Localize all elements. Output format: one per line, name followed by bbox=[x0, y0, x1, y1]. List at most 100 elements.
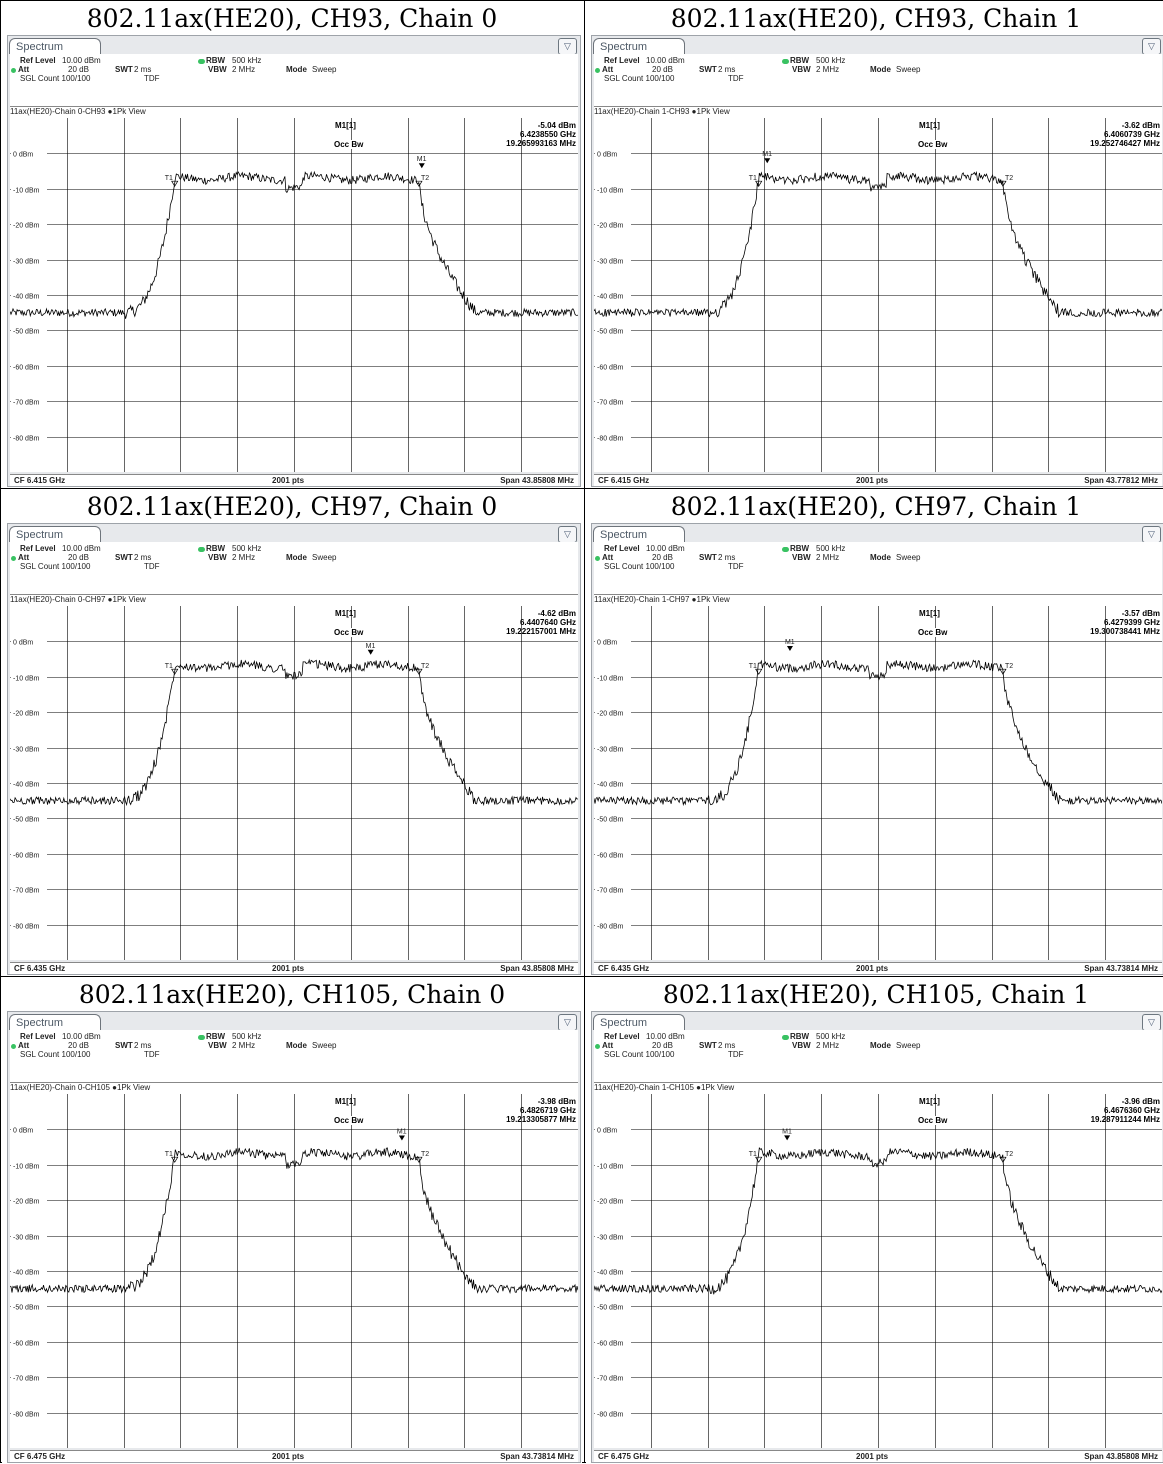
y-tick-label: 0 dBm bbox=[597, 152, 617, 159]
mode-value: Sweep bbox=[896, 553, 921, 562]
tick-label-bg bbox=[595, 743, 631, 754]
tick-label-bg bbox=[11, 255, 47, 266]
display-menu-icon[interactable]: ▽ bbox=[1142, 526, 1161, 543]
rbw-status-dot bbox=[782, 57, 792, 66]
mode-label: Mode bbox=[870, 553, 891, 562]
y-tick-label: -20 dBm bbox=[13, 711, 40, 718]
swt-value: 2 ms bbox=[134, 65, 152, 74]
marker-label: M1[1] bbox=[919, 1097, 940, 1106]
ref-level-value: 10.00 dBm bbox=[646, 544, 685, 553]
ref-level-label: Ref Level bbox=[20, 544, 56, 553]
left-border bbox=[0, 0, 1, 1463]
y-tick-label: -40 dBm bbox=[13, 782, 40, 789]
occupied-bandwidth-value: 19.213305877 MHz bbox=[506, 1115, 576, 1124]
settings-header: Ref Level 10.00 dBm RBW 500 kHz Att 20 dB SWT 2… bbox=[10, 542, 578, 594]
occupied-bandwidth-label: Occ Bw bbox=[918, 628, 948, 637]
spectrum-trace bbox=[594, 659, 1162, 807]
occupied-bandwidth-value: 19.287911244 MHz bbox=[1090, 1115, 1160, 1124]
spectrum-trace bbox=[10, 170, 578, 319]
status-footer: CF 6.435 GHz 2001 pts Span 43.85808 MHz bbox=[10, 962, 578, 974]
spectrum-trace bbox=[10, 658, 578, 807]
display-menu-icon[interactable]: ▽ bbox=[558, 526, 577, 543]
display-menu-icon[interactable]: ▽ bbox=[1142, 1014, 1161, 1031]
marker-m1-label: M1 bbox=[785, 639, 795, 646]
span-value: Span 43.85808 MHz bbox=[1084, 1452, 1158, 1461]
ref-level-value: 10.00 dBm bbox=[646, 56, 685, 65]
trace-dot-icon: ● bbox=[689, 595, 697, 604]
status-footer: CF 6.415 GHz 2001 pts Span 43.85808 MHz bbox=[10, 474, 578, 486]
row-divider bbox=[0, 0, 1163, 1]
y-tick-label: -40 dBm bbox=[13, 294, 40, 301]
y-tick-label: -20 dBm bbox=[597, 711, 624, 718]
rbw-status-dot bbox=[198, 545, 208, 554]
occupied-bandwidth-label: Occ Bw bbox=[334, 628, 364, 637]
marker-t2-label: T2 bbox=[421, 1151, 429, 1158]
analyzer-screen: Spectrum ▽ Ref Level 10.00 dBm RBW 500 kHz Att… bbox=[591, 35, 1163, 487]
spectrum-trace-chart: 0 dBm -10 dBm -20 dBm -30 dBm -40 dBm -50 dBm… bbox=[594, 606, 1162, 960]
y-tick-label: -50 dBm bbox=[597, 817, 624, 824]
spectrum-trace bbox=[594, 170, 1162, 319]
sgl-count: SGL Count 100/100 bbox=[20, 562, 91, 571]
sgl-count: SGL Count 100/100 bbox=[20, 1050, 91, 1059]
y-tick-label: -70 dBm bbox=[597, 888, 624, 895]
marker-t1-label: T1 bbox=[749, 175, 757, 182]
display-menu-icon[interactable]: ▽ bbox=[558, 1014, 577, 1031]
y-tick-label: -10 dBm bbox=[13, 188, 40, 195]
mode-value: Sweep bbox=[896, 1041, 921, 1050]
vbw-value: 2 MHz bbox=[816, 65, 840, 74]
tick-label-bg bbox=[11, 184, 47, 195]
spectrum-panel: 802.11ax(HE20), CH97, Chain 1 Spectrum ▽ Re… bbox=[586, 489, 1163, 976]
tick-label-bg bbox=[11, 432, 47, 443]
mode-label: Mode bbox=[286, 65, 307, 74]
occupied-bandwidth-label: Occ Bw bbox=[918, 140, 948, 149]
y-tick-label: 0 dBm bbox=[13, 640, 33, 647]
spectrum-tab[interactable]: Spectrum bbox=[9, 1014, 101, 1030]
analyzer-screen: Spectrum ▽ Ref Level 10.00 dBm RBW 500 kHz Att… bbox=[7, 523, 581, 975]
marker-t1-label: T1 bbox=[749, 663, 757, 670]
spectrum-tab[interactable]: Spectrum bbox=[9, 38, 101, 54]
swt-label: SWT bbox=[699, 1041, 717, 1050]
display-menu-icon[interactable]: ▽ bbox=[1142, 38, 1161, 55]
tick-label-bg bbox=[11, 1408, 47, 1419]
y-tick-label: -40 dBm bbox=[597, 782, 624, 789]
spectrum-tab[interactable]: Spectrum bbox=[9, 526, 101, 542]
tick-label-bg bbox=[595, 325, 631, 336]
row-divider bbox=[0, 488, 1163, 489]
y-tick-label: -80 dBm bbox=[597, 1412, 624, 1419]
center-frequency: CF 6.435 GHz bbox=[14, 964, 66, 973]
rbw-label: RBW bbox=[206, 56, 226, 65]
trace-dot-icon: ● bbox=[105, 595, 113, 604]
tick-label-bg bbox=[595, 813, 631, 824]
vbw-value: 2 MHz bbox=[816, 1041, 840, 1050]
sgl-count: SGL Count 100/100 bbox=[604, 562, 675, 571]
trace-name: 11ax(HE20)-Chain 1-CH97 bbox=[594, 595, 690, 604]
tick-label-bg bbox=[11, 920, 47, 931]
rbw-value: 500 kHz bbox=[232, 1032, 262, 1041]
y-tick-label: -70 dBm bbox=[597, 400, 624, 407]
occupied-bandwidth-label: Occ Bw bbox=[334, 140, 364, 149]
tick-label-bg bbox=[595, 361, 631, 372]
ref-level-value: 10.00 dBm bbox=[62, 1032, 101, 1041]
tick-label-bg bbox=[11, 813, 47, 824]
spectrum-tab[interactable]: Spectrum bbox=[593, 1014, 685, 1030]
tdf-label: TDF bbox=[728, 562, 744, 571]
spectrum-tab[interactable]: Spectrum bbox=[593, 526, 685, 542]
tick-label-bg bbox=[11, 1124, 47, 1135]
sweep-points: 2001 pts bbox=[272, 1452, 305, 1461]
display-menu-icon[interactable]: ▽ bbox=[558, 38, 577, 55]
marker-t2-icon bbox=[999, 180, 1007, 187]
tick-label-bg bbox=[595, 148, 631, 159]
center-frequency: CF 6.475 GHz bbox=[14, 1452, 66, 1461]
settings-header: Ref Level 10.00 dBm RBW 500 kHz Att 20 dB SWT 2… bbox=[594, 1030, 1162, 1082]
spectrum-panel: 802.11ax(HE20), CH97, Chain 0 Spectrum ▽ Re… bbox=[2, 489, 582, 976]
spectrum-tab[interactable]: Spectrum bbox=[593, 38, 685, 54]
mode-label: Mode bbox=[286, 1041, 307, 1050]
marker-t2-icon bbox=[999, 668, 1007, 675]
tdf-label: TDF bbox=[144, 562, 160, 571]
mode-label: Mode bbox=[870, 65, 891, 74]
status-footer: CF 6.475 GHz 2001 pts Span 43.85808 MHz bbox=[594, 1450, 1162, 1462]
center-frequency: CF 6.415 GHz bbox=[14, 476, 66, 485]
marker-t1-icon bbox=[171, 668, 179, 675]
marker-t1-label: T1 bbox=[165, 175, 173, 182]
y-tick-label: -10 dBm bbox=[597, 676, 624, 683]
